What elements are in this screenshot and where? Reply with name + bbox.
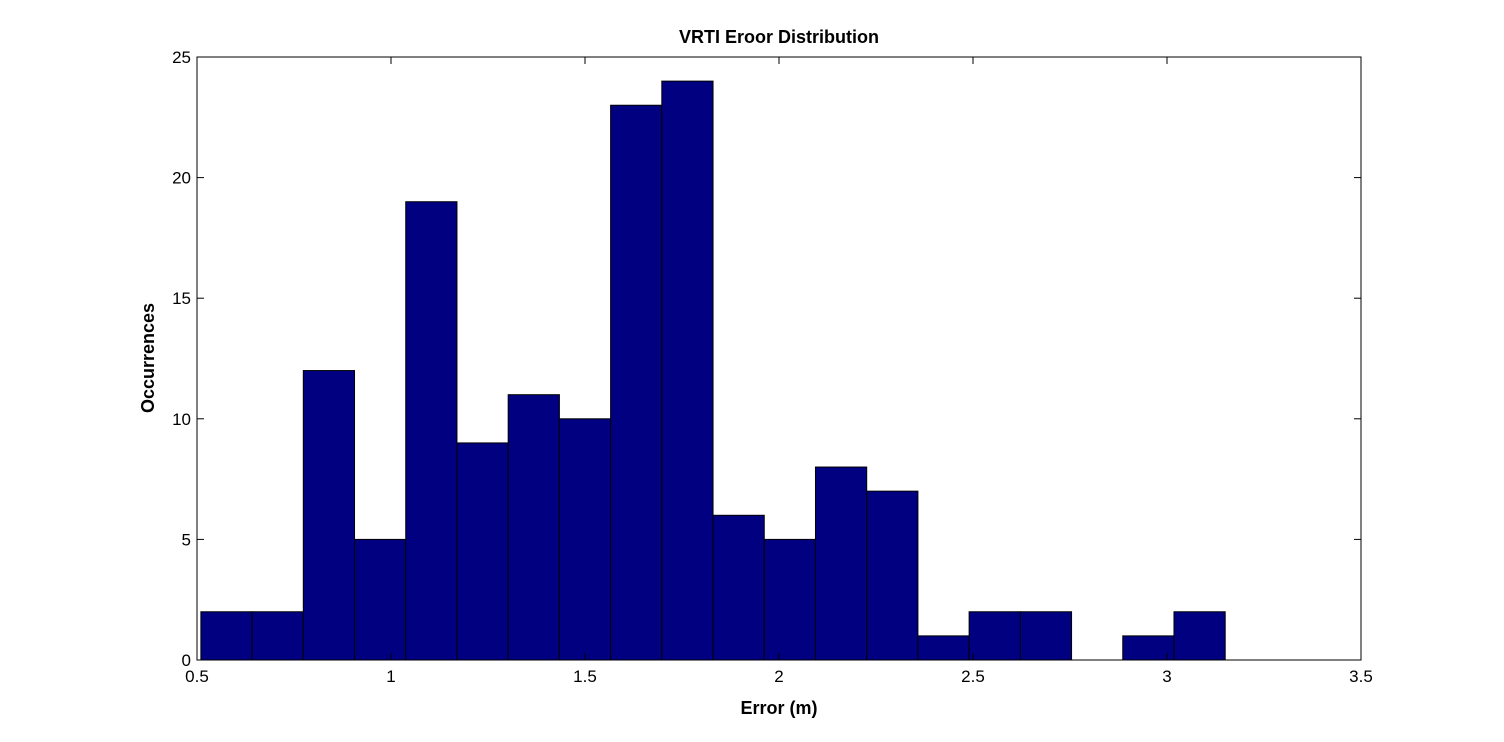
tick-labels-layer: 0.5 1 1.5 2 2.5 3 3.5 0 5 10 15 20 25 [172, 48, 1373, 686]
bars-layer [200, 80, 1226, 661]
y-axis-label: Occurrences [138, 303, 158, 413]
x-axis-label: Error (m) [740, 698, 817, 718]
histogram-bar-3 [354, 538, 407, 661]
histogram-bar-19 [1173, 611, 1226, 661]
histogram-bar-18 [1122, 635, 1175, 661]
x-tick-label: 3 [1162, 667, 1171, 686]
x-tick-label: 1.5 [573, 667, 597, 686]
y-tick-label: 10 [172, 410, 191, 429]
histogram-bar-14 [917, 635, 970, 661]
histogram-bar-6 [507, 394, 560, 661]
histogram-bar-9 [661, 80, 714, 661]
y-tick-label: 5 [182, 530, 191, 549]
histogram-bar-16 [1019, 611, 1073, 661]
x-tick-label: 0.5 [185, 667, 209, 686]
y-tick-label: 0 [182, 651, 191, 670]
x-tick-label: 2 [774, 667, 783, 686]
y-tick-label: 25 [172, 48, 191, 67]
histogram-bar-1 [251, 611, 304, 661]
y-tick-label: 20 [172, 169, 191, 188]
x-tick-label: 1 [386, 667, 395, 686]
x-tick-label: 2.5 [961, 667, 985, 686]
histogram-bar-4 [405, 201, 458, 661]
y-tick-label: 15 [172, 289, 191, 308]
histogram-bar-10 [712, 514, 765, 661]
plot-frame [196, 56, 1362, 661]
chart-title: VRTI Eroor Distribution [679, 27, 879, 47]
histogram-bar-7 [558, 418, 612, 661]
histogram-bar-11 [763, 538, 816, 661]
histogram-bar-15 [968, 611, 1021, 661]
histogram-bar-12 [814, 466, 868, 661]
histogram-bar-0 [200, 611, 253, 661]
histogram-bar-2 [302, 370, 356, 661]
x-tick-label: 3.5 [1349, 667, 1373, 686]
histogram-bar-5 [456, 442, 509, 661]
histogram-bar-8 [610, 104, 663, 661]
histogram-bar-13 [866, 490, 919, 661]
